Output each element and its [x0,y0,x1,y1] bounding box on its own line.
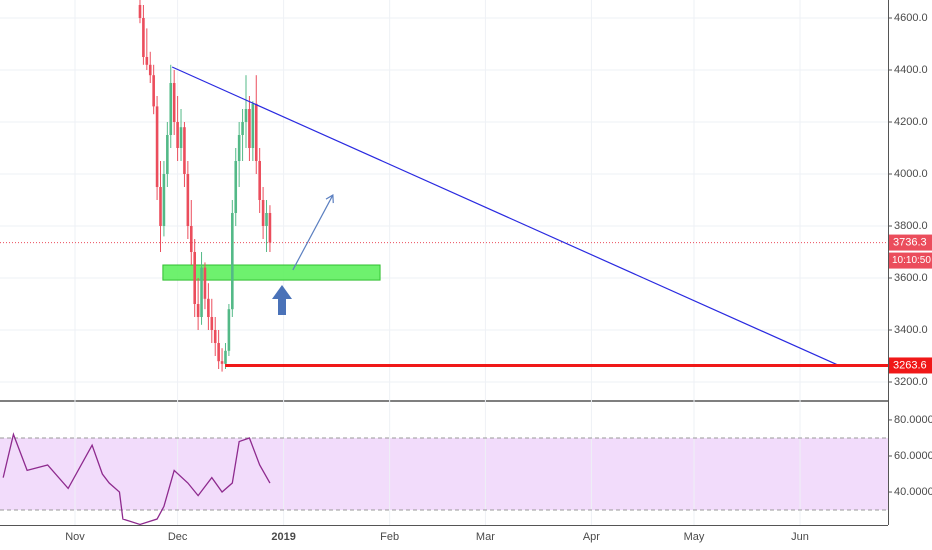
candle-body [251,103,255,148]
candle-body [227,309,231,351]
up-arrow-icon [272,285,292,315]
candle-body [258,160,261,200]
arrow-head [325,194,334,204]
x-tick-label: Nov [65,531,85,543]
candle-body [148,64,152,76]
x-tick-label: Jun [791,531,809,543]
candle-body [231,213,234,310]
candle-body [142,17,145,57]
candle-body [261,200,265,227]
last-price-box [889,234,932,251]
candle-body [169,82,173,135]
x-tick-label: Feb [380,531,399,543]
candle-body [193,252,196,305]
candle-body [145,56,149,65]
y-tick-label: 4200.0 [894,116,928,128]
projection-arrow [292,194,334,271]
trendline [171,66,839,366]
candle-body [166,134,169,174]
candle-body [244,108,248,122]
candle-body [207,298,210,318]
candle-body [217,343,220,362]
candle-body [200,267,203,318]
support-zone [162,264,381,281]
rsi-line [2,432,271,526]
candle-body [186,173,190,227]
candle-body [162,173,166,227]
support-price-box [889,357,932,374]
y-tick-label: 80.0000 [894,414,932,426]
support-price-label: 3263.6 [893,359,927,371]
candle-body [172,82,176,122]
candle-body [248,108,251,148]
candle-body [210,317,214,331]
countdown-box [889,252,932,269]
y-tick-label: 3200.0 [894,376,928,388]
candle-body [265,213,268,227]
candle-body [152,75,155,107]
y-tick-label: 3600.0 [894,272,928,284]
x-tick-label: Dec [168,531,188,543]
y-tick-label: 3400.0 [894,324,928,336]
x-tick-label: Mar [476,531,495,543]
candle-body [138,4,142,18]
candle-body [203,267,207,299]
candle-body [179,127,183,148]
candle-body [176,121,179,148]
candle-body [189,226,193,253]
candle-body [268,213,272,243]
x-tick-label: Apr [583,531,600,543]
candle-body [183,127,186,174]
y-tick-label: 60.0000 [894,450,932,462]
candle-body [237,134,241,161]
candle-body [213,330,217,344]
y-tick-label: 4600.0 [894,12,928,24]
candle-body [241,121,244,135]
x-tick-label: May [684,531,705,543]
rsi-band [0,437,888,511]
candle-body [155,106,159,187]
candle-body [159,186,162,227]
countdown-label: 10:10:50 [892,255,931,266]
y-tick-label: 40.0000 [894,486,932,498]
y-tick-label: 4000.0 [894,168,928,180]
candle-body [234,160,238,214]
last-price-label: 3736.3 [893,236,927,248]
y-tick-label: 4400.0 [894,64,928,76]
candle-body [254,103,258,161]
candle-body [220,361,224,364]
candle-body [224,350,227,364]
x-tick-label: 2019 [271,531,295,543]
candle-body [196,304,200,318]
y-tick-label: 3800.0 [894,220,928,232]
